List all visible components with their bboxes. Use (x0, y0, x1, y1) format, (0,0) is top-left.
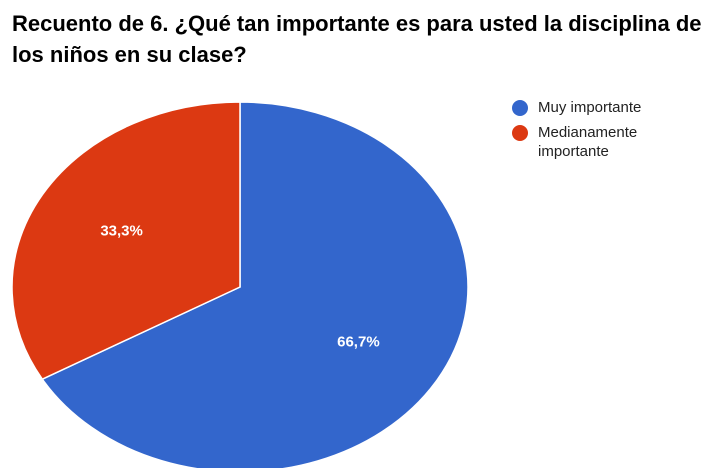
legend-swatch (512, 100, 528, 116)
legend-entry: Medianamente importante (512, 123, 702, 161)
legend: Muy importante Medianamente importante (512, 98, 702, 167)
pie-slice (11, 101, 241, 381)
legend-label: Muy importante (538, 99, 642, 116)
data-label: 66,7% (337, 334, 380, 351)
legend-entry: Muy importante (512, 98, 702, 117)
legend-label: Medianamente importante (538, 124, 638, 160)
legend-swatch (512, 125, 528, 141)
chart-title: Recuento de 6. ¿Qué tan importante es pa… (12, 11, 702, 67)
pie-slice (41, 101, 469, 468)
data-label: 33,3% (100, 222, 143, 239)
